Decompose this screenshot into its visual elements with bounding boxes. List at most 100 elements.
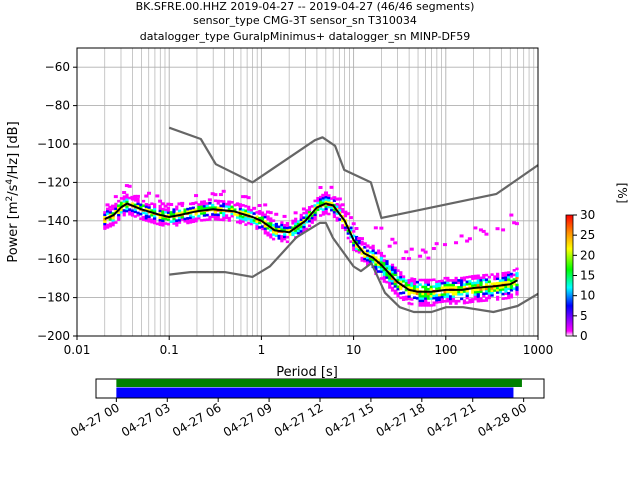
psd-cell-outlier [351,222,356,226]
psd-cell [285,235,290,239]
psd-cell [330,201,334,205]
psd-cell [191,215,195,219]
psd-cell [382,270,386,274]
psd-cell [437,282,442,285]
psd-cell [288,233,292,236]
psd-cell [299,216,303,219]
psd-cell [177,216,182,220]
psd-cell [404,297,408,301]
psd-cell [161,207,165,211]
psd-cell [324,198,328,201]
psd-cell [429,297,433,300]
psd-cell [247,217,251,220]
psd-cell [197,217,201,220]
psd-cell [180,211,184,214]
psd-cell [313,218,317,221]
psd-cell [269,224,273,227]
psd-cell [515,288,519,291]
timeline-tick-label: 04-27 12 [272,400,326,439]
y-tick-label: −120 [37,175,70,189]
psd-cell [133,210,137,214]
psd-cell-outlier [169,203,174,207]
psd-cell [175,207,179,211]
psd-cell [487,275,491,279]
timeline-tick-label: 04-27 03 [119,400,173,439]
psd-cell [446,292,450,296]
psd-cell-outlier [357,236,362,240]
psd-cell [374,265,378,269]
psd-cell [421,278,425,282]
psd-cell [462,285,467,289]
psd-cell [258,221,262,225]
psd-cell [161,221,165,225]
psd-cell [457,290,461,294]
psd-cell [487,296,491,300]
psd-cell [515,292,519,296]
psd-cell [283,233,287,236]
psd-cell [515,276,519,280]
y-tick-label: −140 [37,214,70,228]
series-layer [104,126,539,314]
psd-cell [158,204,162,208]
psd-cell [169,211,173,214]
psd-cell [377,258,381,262]
psd-cell-outlier [191,202,196,206]
psd-cell [349,226,353,230]
psd-cell [390,270,395,274]
y-tick-label: −60 [45,60,70,74]
psd-cell [393,268,397,272]
psd-cell [302,223,306,226]
psd-cell [366,249,370,253]
psd-cell [390,279,395,283]
psd-cell-outlier [337,197,342,201]
psd-cell [166,213,171,217]
psd-cell [440,293,444,297]
psd-cell [230,205,234,209]
psd-cell-outlier [144,194,149,198]
psd-cell-outlier [465,239,470,243]
psd-cell [468,275,472,279]
psd-cell [271,230,276,234]
psd-cell-outlier [158,199,163,203]
psd-cell-outlier [409,247,414,251]
psd-cell [175,205,179,209]
psd-cell [396,269,400,272]
psd-cell [313,211,317,214]
psd-cell [449,302,453,305]
psd-cell-outlier [454,241,459,245]
psd-cell [385,276,389,279]
psd-cell [454,286,458,289]
psd-plot: 0.01 0.1 1 10 100 1000 −200 −180 −160 −140 −120 −1… [5,47,553,380]
psd-cell [401,291,406,295]
psd-cell [363,259,367,263]
psd-cell [401,275,406,278]
psd-cell [484,296,489,300]
psd-cell [421,294,425,298]
psd-cell [382,261,386,265]
psd-cell [352,243,356,247]
median-line [104,202,518,293]
psd-cell [139,205,143,209]
psd-cell-outlier [404,250,409,254]
psd-cell [484,273,489,277]
psd-cell [432,285,436,288]
psd-cell [280,239,284,243]
psd-cell [205,206,209,210]
psd-cell [509,288,514,292]
psd-cell [305,211,309,215]
psd-cell [399,278,403,281]
psd-cell [202,218,207,222]
psd-cell [285,228,290,232]
psd-cell [233,213,237,216]
psd-cell-outlier [426,256,431,260]
psd-cell [128,212,132,216]
psd-cell [399,287,403,290]
psd-cell [266,222,270,225]
psd-cell [446,297,450,301]
psd-cell [504,292,508,295]
psd-cell [410,291,414,294]
psd-cell [103,211,107,214]
psd-cell [147,219,151,223]
psd-cell [258,226,262,229]
psd-cell [379,258,384,262]
